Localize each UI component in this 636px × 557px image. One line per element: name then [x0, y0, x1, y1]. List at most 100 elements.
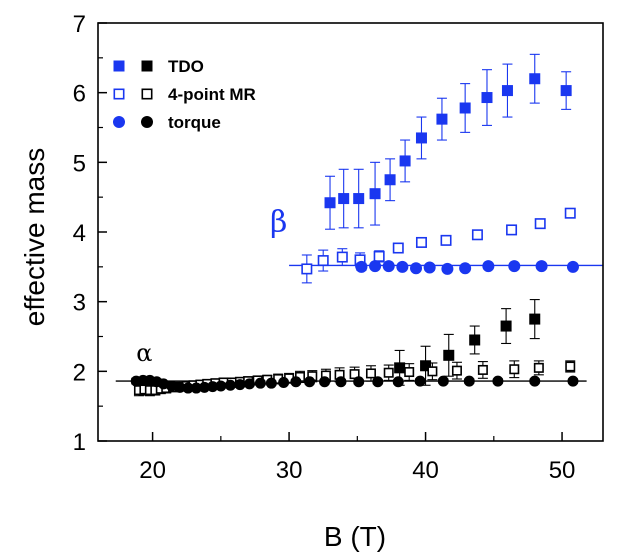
data-point-black-torque	[567, 375, 579, 387]
data-point-black-torque	[353, 376, 365, 388]
data-point-black-4-point-mr	[533, 362, 544, 373]
data-point-black-torque	[265, 377, 277, 389]
data-point-black-torque	[215, 380, 227, 392]
data-point-blue-tdo	[338, 193, 350, 205]
y-tick-label: 4	[73, 220, 86, 247]
data-point-blue-torque	[369, 260, 382, 273]
x-tick-label: 30	[276, 457, 303, 484]
legend-label: torque	[168, 113, 221, 132]
data-point-black-torque	[290, 376, 302, 388]
y-tick-label: 3	[73, 290, 86, 317]
alpha-annotation: α	[136, 339, 152, 367]
data-point-blue-tdo	[324, 197, 336, 209]
series-blue-torque	[355, 260, 579, 275]
plot-marks: αβ	[115, 53, 603, 397]
data-point-black-4-point-mr	[383, 367, 394, 378]
data-point-black-torque	[198, 381, 210, 393]
data-point-black-torque	[190, 382, 202, 394]
data-point-blue-torque	[410, 262, 423, 275]
data-point-black-torque	[372, 376, 384, 388]
series-blue-4-point-mr	[301, 207, 576, 284]
data-point-blue-tdo	[501, 85, 513, 97]
data-point-black-4-point-mr	[404, 367, 415, 378]
data-point-blue-torque	[459, 262, 472, 275]
data-point-black-torque	[529, 375, 541, 387]
data-point-blue-tdo	[353, 193, 365, 205]
data-point-black-4-point-mr	[451, 365, 462, 376]
x-tick-label: 40	[412, 457, 439, 484]
data-point-black-torque	[278, 376, 290, 388]
data-point-black-torque	[224, 379, 236, 391]
data-point-blue-torque	[396, 260, 409, 273]
data-point-black-torque	[304, 376, 316, 388]
legend-marker-filled-circle-black	[141, 116, 153, 128]
y-tick-label: 6	[73, 81, 86, 108]
data-point-blue-torque	[566, 260, 579, 273]
data-point-blue-torque	[535, 260, 548, 273]
series-black-tdo	[394, 299, 541, 386]
data-point-black-torque	[166, 380, 178, 392]
x-axis-label: B (T)	[324, 521, 386, 552]
data-point-black-torque	[392, 376, 404, 388]
data-point-blue-4-point-mr	[336, 251, 348, 263]
data-point-blue-4-point-mr	[301, 263, 313, 275]
legend-label: TDO	[168, 57, 204, 76]
data-point-blue-tdo	[459, 102, 471, 114]
data-point-blue-4-point-mr	[440, 234, 452, 246]
data-point-black-torque	[182, 382, 194, 394]
data-point-black-tdo	[443, 349, 455, 361]
x-tick-label: 20	[139, 457, 166, 484]
data-point-blue-4-point-mr	[317, 255, 329, 267]
data-point-blue-torque	[382, 260, 395, 273]
data-point-black-torque	[492, 375, 504, 387]
axis-ticks: 20 30 40 50 1 2 3 4 5 6 7	[73, 11, 576, 484]
data-point-blue-tdo	[369, 188, 381, 200]
y-tick-label: 2	[73, 359, 86, 386]
legend-marker-open-square-blue	[113, 88, 125, 100]
data-point-blue-tdo	[529, 73, 541, 85]
data-point-blue-torque	[441, 262, 454, 275]
y-tick-label: 5	[73, 150, 86, 177]
legend: TDO 4-point MR torque	[113, 57, 256, 132]
data-point-black-torque	[319, 376, 331, 388]
data-point-blue-tdo	[384, 174, 396, 186]
legend-label: 4-point MR	[168, 85, 256, 104]
data-point-black-4-point-mr	[365, 368, 376, 379]
data-point-blue-4-point-mr	[373, 250, 385, 262]
data-point-black-torque	[335, 376, 347, 388]
data-point-blue-tdo	[436, 113, 448, 125]
data-point-blue-torque	[508, 260, 521, 273]
legend-marker-open-square-black	[141, 88, 153, 100]
data-point-black-tdo	[500, 320, 512, 332]
data-point-blue-4-point-mr	[534, 218, 546, 230]
series-black-torque	[130, 374, 579, 394]
data-point-black-4-point-mr	[565, 361, 576, 372]
data-point-black-torque	[437, 375, 449, 387]
data-point-blue-tdo	[560, 85, 572, 97]
series-blue-tdo	[324, 53, 572, 230]
data-point-blue-4-point-mr	[564, 207, 576, 219]
data-point-black-4-point-mr	[477, 364, 488, 375]
data-point-black-tdo	[420, 360, 432, 372]
data-point-blue-4-point-mr	[415, 236, 427, 248]
x-tick-label: 50	[549, 457, 576, 484]
legend-marker-filled-circle-blue	[113, 116, 125, 128]
data-point-blue-4-point-mr	[471, 229, 483, 241]
data-point-blue-tdo	[399, 155, 411, 167]
data-point-blue-torque	[482, 260, 495, 273]
y-tick-label: 1	[73, 429, 86, 456]
data-point-black-torque	[234, 379, 246, 391]
data-point-blue-4-point-mr	[506, 224, 518, 236]
beta-annotation: β	[270, 205, 287, 240]
data-point-black-tdo	[469, 334, 481, 346]
data-point-black-4-point-mr	[509, 364, 520, 375]
data-point-blue-torque	[423, 261, 436, 274]
data-point-black-torque	[254, 377, 266, 389]
data-point-black-torque	[244, 378, 255, 390]
data-point-black-torque	[463, 375, 475, 387]
data-point-black-tdo	[394, 362, 406, 374]
data-point-blue-4-point-mr	[392, 242, 404, 254]
data-point-black-torque	[174, 381, 186, 393]
legend-marker-filled-square-blue	[113, 60, 125, 72]
